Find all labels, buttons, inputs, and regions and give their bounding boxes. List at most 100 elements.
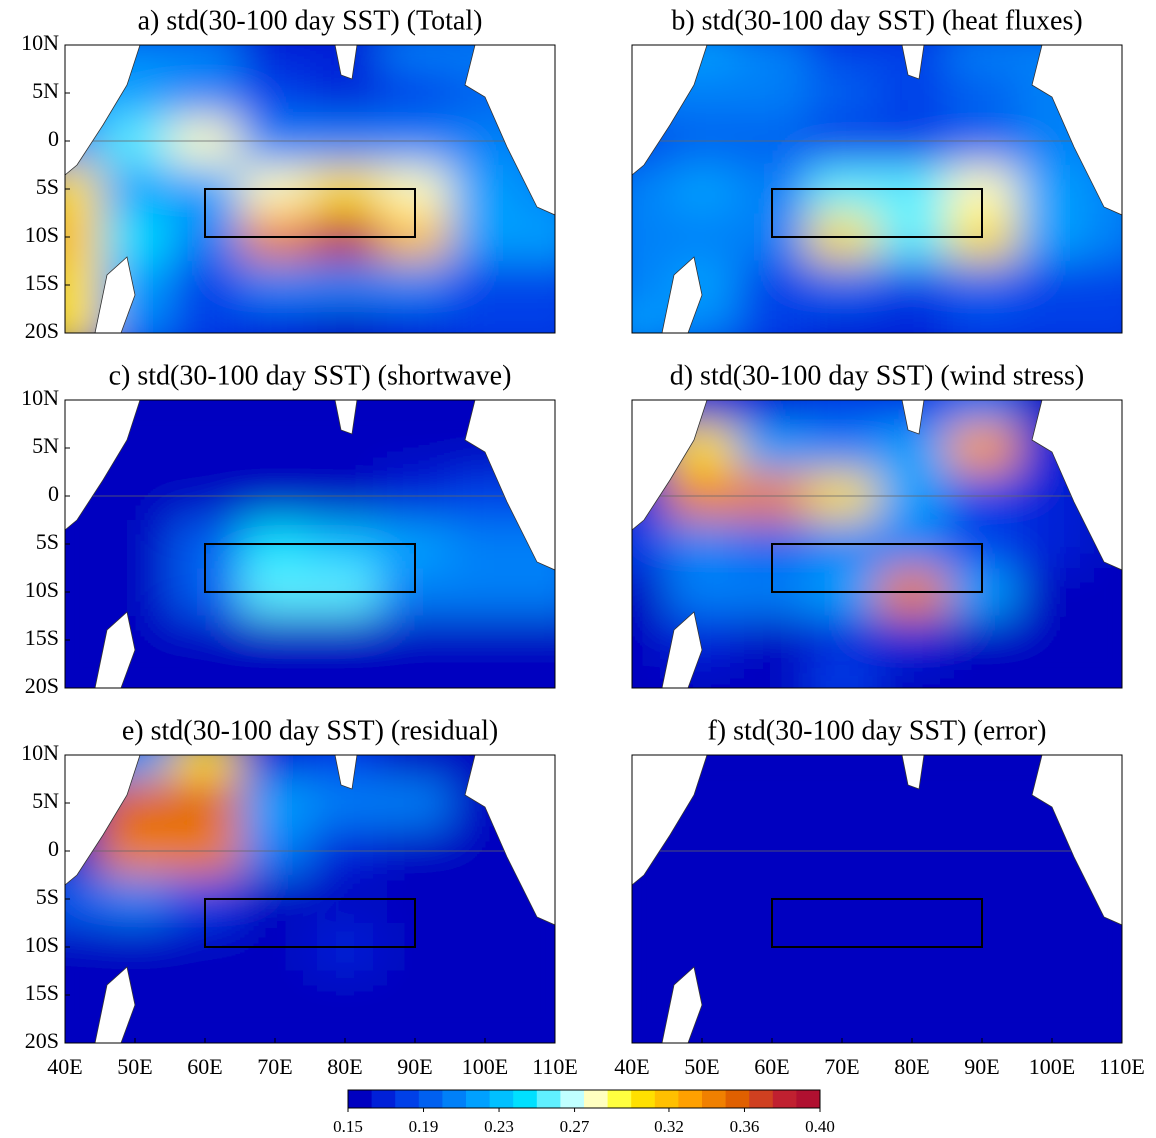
- cell: [947, 971, 1017, 1019]
- y-tick-label: 5S: [36, 174, 59, 199]
- cell: [1017, 971, 1087, 1019]
- cell: [1087, 664, 1122, 688]
- cell: [170, 424, 240, 472]
- colorbar-segment: [560, 1090, 585, 1108]
- cell: [240, 779, 310, 827]
- cell: [240, 616, 310, 664]
- panel-title: b) std(30-100 day SST) (heat fluxes): [671, 5, 1082, 36]
- colorbar-segment: [513, 1090, 538, 1108]
- x-tick-label: 90E: [397, 1054, 432, 1079]
- cell: [737, 69, 807, 117]
- y-tick-label: 5S: [36, 884, 59, 909]
- cell: [632, 309, 667, 333]
- cell: [310, 971, 380, 1019]
- cell: [170, 616, 240, 664]
- cell: [65, 165, 100, 213]
- cell: [1087, 261, 1122, 309]
- cell: [807, 309, 877, 333]
- cell: [947, 755, 1017, 779]
- cell: [947, 69, 1017, 117]
- y-tick-label: 0: [48, 836, 59, 861]
- cell: [1017, 664, 1087, 688]
- colorbar-segment: [702, 1090, 727, 1108]
- cell: [170, 261, 240, 309]
- cell: [632, 568, 667, 616]
- cell: [170, 45, 240, 69]
- cell: [380, 616, 450, 664]
- cell: [450, 875, 520, 923]
- cell: [947, 309, 1017, 333]
- y-tick-label: 5N: [32, 78, 59, 103]
- x-tick-label: 60E: [187, 1054, 222, 1079]
- region-box: [204, 543, 416, 593]
- cell: [240, 755, 310, 779]
- cell: [450, 520, 520, 568]
- y-tick-label: 5S: [36, 529, 59, 554]
- cell: [807, 664, 877, 688]
- cell: [632, 664, 667, 688]
- colorbar-segment: [725, 1090, 750, 1108]
- colorbar-segment: [607, 1090, 632, 1108]
- cell: [1087, 309, 1122, 333]
- cell: [240, 971, 310, 1019]
- cell: [380, 971, 450, 1019]
- field: [632, 400, 1122, 688]
- cell: [877, 616, 947, 664]
- x-tick-label: 60E: [754, 1054, 789, 1079]
- cell: [1087, 971, 1122, 1019]
- cell: [947, 779, 1017, 827]
- cell: [667, 165, 737, 213]
- cell: [1017, 568, 1087, 616]
- colorbar-segment: [749, 1090, 774, 1108]
- colorbar-segment: [536, 1090, 561, 1108]
- region-box: [771, 188, 983, 238]
- colorbar-segment: [442, 1090, 467, 1108]
- y-tick-label: 5N: [32, 433, 59, 458]
- frame: [631, 44, 1123, 334]
- cell: [520, 568, 555, 616]
- cell: [240, 424, 310, 472]
- cell: [807, 616, 877, 664]
- colorbar-segment: [631, 1090, 656, 1108]
- y-tick-label: 5N: [32, 788, 59, 813]
- cell: [100, 165, 170, 213]
- y-tick-label: 15S: [25, 270, 59, 295]
- cell: [100, 875, 170, 923]
- cell: [947, 400, 1017, 424]
- cell: [170, 779, 240, 827]
- cell: [807, 69, 877, 117]
- x-tick-label: 50E: [117, 1054, 152, 1079]
- cell: [65, 520, 100, 568]
- frame: [631, 754, 1123, 1044]
- cell: [310, 779, 380, 827]
- x-tick-label: 80E: [327, 1054, 362, 1079]
- panel-title: d) std(30-100 day SST) (wind stress): [670, 360, 1085, 391]
- y-tick-label: 20S: [25, 318, 59, 343]
- colorbar-tick-label: 0.23: [484, 1117, 514, 1136]
- cell: [807, 400, 877, 424]
- cell: [1017, 875, 1087, 923]
- panel-title: a) std(30-100 day SST) (Total): [138, 5, 483, 36]
- cell: [65, 616, 100, 664]
- cell: [1087, 616, 1122, 664]
- cell: [947, 616, 1017, 664]
- cell: [1017, 923, 1087, 971]
- cell: [450, 664, 520, 688]
- colorbar-tick-label: 0.27: [560, 1117, 590, 1136]
- region-box: [771, 898, 983, 948]
- cell: [310, 261, 380, 309]
- cell: [450, 213, 520, 261]
- cell: [520, 261, 555, 309]
- x-tick-label: 110E: [532, 1054, 578, 1079]
- y-tick-label: 10N: [21, 30, 59, 55]
- cell: [310, 664, 380, 688]
- cell: [240, 261, 310, 309]
- cell: [65, 875, 100, 923]
- region-box: [204, 188, 416, 238]
- cell: [947, 45, 1017, 69]
- colorbar-tick-label: 0.32: [654, 1117, 684, 1136]
- region-box: [771, 543, 983, 593]
- cell: [807, 424, 877, 472]
- panel-title: f) std(30-100 day SST) (error): [707, 715, 1046, 746]
- cell: [737, 309, 807, 333]
